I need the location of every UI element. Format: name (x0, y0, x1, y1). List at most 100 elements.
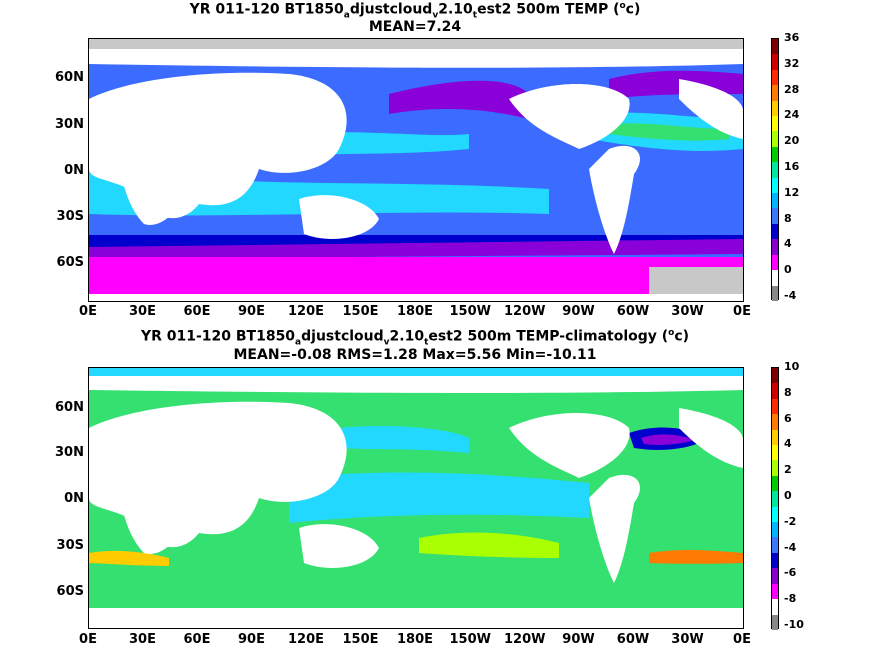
map2-lon-label: 30E (129, 632, 156, 647)
colorbar-tick-label: -4 (784, 289, 797, 302)
colorbar-segment (772, 193, 778, 209)
map2-lon-label: 60E (183, 632, 211, 647)
map1-lon-label: 0E (79, 304, 97, 319)
colorbar-tick-label: 8 (784, 211, 792, 225)
map2-lat-label: 60S (56, 584, 84, 599)
colorbar-segment (772, 270, 778, 286)
colorbar-tick-label: 20 (784, 134, 800, 148)
map2-field (89, 368, 743, 628)
colorbar-segment (772, 54, 778, 70)
map2-lon-label: 30W (671, 632, 704, 647)
colorbar-segment (772, 522, 778, 538)
map2-lon-label: 120E (287, 632, 325, 647)
colorbar-segment (772, 39, 778, 55)
map2-lon-label: 150E (342, 632, 379, 647)
map1-lon-label: 60W (616, 304, 650, 319)
colorbar-segment (772, 414, 778, 430)
colorbar-tick-label: 0 (784, 263, 792, 277)
map2-lat-label: 30S (56, 538, 84, 553)
colorbar-segment (772, 223, 778, 240)
map2-lon-label: 90W (562, 632, 595, 647)
map2-lon-label: 120W (504, 632, 546, 647)
colorbar-segment (772, 398, 778, 415)
map1-lon-label: 90W (562, 304, 595, 319)
colorbar-segment (772, 100, 778, 117)
colorbar-segment (772, 208, 778, 224)
map2-lon-label: 0E (79, 632, 97, 647)
map1-field (89, 39, 743, 301)
colorbar-segment (772, 599, 778, 615)
map1-lat-label: 30S (56, 209, 84, 224)
map1-lon-label: 90E (238, 304, 265, 319)
colorbar-tick-label: 8 (784, 385, 792, 399)
map2-lat-label: 60N (55, 400, 84, 415)
colorbar-tick-label: 4 (784, 437, 792, 451)
map1-lon-label: 150W (449, 304, 491, 319)
map2-lon-label: 90E (238, 632, 265, 647)
colorbar-segment (772, 254, 778, 271)
colorbar-segment (772, 460, 778, 476)
map1-lon-label: 60E (183, 304, 211, 319)
colorbar-segment (772, 491, 778, 507)
map2-lat-label: 30N (55, 445, 84, 460)
colorbar-segment (772, 445, 778, 461)
colorbar-segment (772, 116, 778, 132)
map2-title: YR 011-120 BT1850adjustcloudv2.10test2 5… (140, 328, 690, 348)
map2-lon-label: 150W (449, 632, 491, 647)
colorbar-tick-label: 6 (784, 411, 792, 425)
colorbar-segment (772, 537, 778, 553)
colorbar-segment (772, 429, 778, 446)
map1-lat-label: 60N (55, 70, 84, 85)
colorbar-tick-label: -6 (784, 566, 797, 580)
colorbar-tick-label: 4 (784, 237, 792, 251)
colorbar-segment (772, 177, 778, 194)
map1-lon-label: 120E (287, 304, 325, 319)
map2-lat-label: 0N (64, 491, 84, 506)
map1-subtitle: MEAN=7.24 (368, 19, 462, 35)
map2-subtitle: MEAN=-0.08 RMS=1.28 Max=5.56 Min=-10.11 (233, 347, 597, 363)
colorbar-segment (772, 131, 778, 147)
colorbar-segment (772, 285, 778, 301)
map1-lon-label: 150E (342, 304, 379, 319)
colorbar-tick-label: -10 (784, 618, 804, 631)
map1-title: YR 011-120 BT1850adjustcloudv2.10test2 5… (189, 1, 641, 21)
map2-colorbar (771, 367, 779, 630)
map1-lon-label: 0E (733, 304, 751, 319)
map1-lon-label: 180E (396, 304, 434, 319)
colorbar-tick-label: -4 (784, 540, 797, 554)
colorbar-tick-label: 0 (784, 489, 792, 502)
colorbar-segment (772, 552, 778, 569)
map2-lon-label: 60W (616, 632, 650, 647)
colorbar-tick-label: 2 (784, 463, 792, 477)
colorbar-segment (772, 506, 778, 523)
map2-lon-label: 180E (396, 632, 434, 647)
colorbar-tick-label: 28 (784, 82, 800, 96)
colorbar-tick-label: 12 (784, 185, 800, 199)
colorbar-segment (772, 383, 778, 399)
map1-lon-label: 120W (504, 304, 546, 319)
colorbar-tick-label: 24 (784, 108, 800, 122)
colorbar-tick-label: 16 (784, 160, 800, 173)
map1-lon-label: 30E (129, 304, 156, 319)
colorbar-tick-label: -2 (784, 514, 797, 528)
map1-plot (88, 38, 744, 302)
colorbar-segment (772, 614, 778, 630)
map1-colorbar (771, 38, 779, 301)
map1-lat-label: 0N (64, 163, 84, 178)
colorbar-tick-label: 36 (784, 31, 800, 44)
colorbar-segment (772, 568, 778, 584)
map1-lat-label: 30N (55, 117, 84, 132)
colorbar-segment (772, 368, 778, 384)
colorbar-segment (772, 69, 778, 86)
colorbar-segment (772, 162, 778, 178)
colorbar-segment (772, 85, 778, 101)
map1-lon-label: 30W (671, 304, 704, 319)
colorbar-tick-label: -8 (784, 592, 797, 606)
colorbar-segment (772, 583, 778, 600)
map1-lat-label: 60S (56, 255, 84, 270)
colorbar-segment (772, 239, 778, 255)
map2-plot (88, 367, 744, 629)
colorbar-segment (772, 475, 778, 492)
colorbar-segment (772, 146, 778, 163)
map2-lon-label: 0E (733, 632, 751, 647)
